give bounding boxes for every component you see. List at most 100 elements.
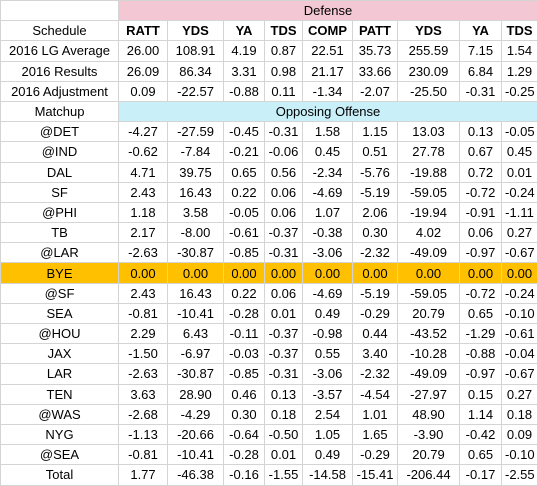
value-cell[interactable]: -0.72 xyxy=(460,182,502,202)
matchup-header-cell[interactable]: Matchup xyxy=(1,101,119,121)
value-cell[interactable]: -0.37 xyxy=(265,344,303,364)
row-label-cell[interactable]: TEN xyxy=(1,384,119,404)
value-cell[interactable]: -0.10 xyxy=(502,303,537,323)
value-cell[interactable]: -5.76 xyxy=(353,162,398,182)
value-cell[interactable]: -4.27 xyxy=(119,122,168,142)
value-cell[interactable]: 4.19 xyxy=(224,41,265,61)
value-cell[interactable]: -1.13 xyxy=(119,424,168,444)
row-label-cell[interactable]: 2016 LG Average xyxy=(1,41,119,61)
value-cell[interactable]: -2.68 xyxy=(119,404,168,424)
value-cell[interactable]: -0.62 xyxy=(119,142,168,162)
value-cell[interactable]: 0.18 xyxy=(265,404,303,424)
value-cell[interactable]: -0.91 xyxy=(460,202,502,222)
value-cell[interactable]: 0.45 xyxy=(502,142,537,162)
value-cell[interactable]: -6.97 xyxy=(168,344,224,364)
value-cell[interactable]: -0.29 xyxy=(353,445,398,465)
value-cell[interactable]: 0.30 xyxy=(353,223,398,243)
value-cell[interactable]: -22.57 xyxy=(168,81,224,101)
value-cell[interactable]: -0.21 xyxy=(224,142,265,162)
value-cell[interactable]: -4.54 xyxy=(353,384,398,404)
value-cell[interactable]: 1.65 xyxy=(353,424,398,444)
value-cell[interactable]: -59.05 xyxy=(398,182,460,202)
value-cell[interactable]: -2.63 xyxy=(119,364,168,384)
value-cell[interactable]: 22.51 xyxy=(303,41,353,61)
value-cell[interactable]: -0.28 xyxy=(224,303,265,323)
value-cell[interactable]: 1.29 xyxy=(502,61,537,81)
value-cell[interactable]: -10.41 xyxy=(168,445,224,465)
value-cell[interactable]: 0.00 xyxy=(398,263,460,283)
value-cell[interactable]: 0.13 xyxy=(460,122,502,142)
row-label-cell[interactable]: LAR xyxy=(1,364,119,384)
pass-yds-header-cell[interactable]: YDS xyxy=(398,21,460,41)
value-cell[interactable]: 0.00 xyxy=(353,263,398,283)
value-cell[interactable]: -0.37 xyxy=(265,324,303,344)
value-cell[interactable]: 0.06 xyxy=(265,202,303,222)
row-label-cell[interactable]: JAX xyxy=(1,344,119,364)
value-cell[interactable]: -0.06 xyxy=(265,142,303,162)
value-cell[interactable]: 1.77 xyxy=(119,465,168,485)
value-cell[interactable]: 21.17 xyxy=(303,61,353,81)
value-cell[interactable]: 108.91 xyxy=(168,41,224,61)
value-cell[interactable]: -0.88 xyxy=(460,344,502,364)
value-cell[interactable]: -0.81 xyxy=(119,445,168,465)
value-cell[interactable]: 0.98 xyxy=(265,61,303,81)
row-label-cell[interactable]: SF xyxy=(1,182,119,202)
value-cell[interactable]: 0.00 xyxy=(224,263,265,283)
value-cell[interactable]: 2.17 xyxy=(119,223,168,243)
ratt-header-cell[interactable]: RATT xyxy=(119,21,168,41)
value-cell[interactable]: -7.84 xyxy=(168,142,224,162)
value-cell[interactable]: -25.50 xyxy=(398,81,460,101)
value-cell[interactable]: -0.97 xyxy=(460,243,502,263)
value-cell[interactable]: 7.15 xyxy=(460,41,502,61)
value-cell[interactable]: 1.01 xyxy=(353,404,398,424)
row-label-cell[interactable]: DAL xyxy=(1,162,119,182)
value-cell[interactable]: 39.75 xyxy=(168,162,224,182)
value-cell[interactable]: 0.00 xyxy=(502,263,537,283)
value-cell[interactable]: -20.66 xyxy=(168,424,224,444)
value-cell[interactable]: 0.67 xyxy=(460,142,502,162)
rush-yds-header-cell[interactable]: YDS xyxy=(168,21,224,41)
value-cell[interactable]: -0.67 xyxy=(502,364,537,384)
value-cell[interactable]: 0.55 xyxy=(303,344,353,364)
value-cell[interactable]: -0.37 xyxy=(265,223,303,243)
value-cell[interactable]: 0.65 xyxy=(224,162,265,182)
value-cell[interactable]: -27.59 xyxy=(168,122,224,142)
value-cell[interactable]: -5.19 xyxy=(353,283,398,303)
value-cell[interactable]: 1.15 xyxy=(353,122,398,142)
value-cell[interactable]: 4.02 xyxy=(398,223,460,243)
value-cell[interactable]: 2.43 xyxy=(119,182,168,202)
row-label-cell[interactable]: @HOU xyxy=(1,324,119,344)
value-cell[interactable]: -1.50 xyxy=(119,344,168,364)
value-cell[interactable]: 0.00 xyxy=(265,263,303,283)
value-cell[interactable]: -0.17 xyxy=(460,465,502,485)
rush-tds-header-cell[interactable]: TDS xyxy=(265,21,303,41)
value-cell[interactable]: -3.90 xyxy=(398,424,460,444)
value-cell[interactable]: 0.18 xyxy=(502,404,537,424)
value-cell[interactable]: 16.43 xyxy=(168,283,224,303)
value-cell[interactable]: 3.58 xyxy=(168,202,224,222)
value-cell[interactable]: -0.31 xyxy=(265,122,303,142)
value-cell[interactable]: -43.52 xyxy=(398,324,460,344)
value-cell[interactable]: -1.55 xyxy=(265,465,303,485)
value-cell[interactable]: -0.24 xyxy=(502,283,537,303)
value-cell[interactable]: 0.44 xyxy=(353,324,398,344)
value-cell[interactable]: 33.66 xyxy=(353,61,398,81)
value-cell[interactable]: -0.61 xyxy=(224,223,265,243)
value-cell[interactable]: -0.31 xyxy=(460,81,502,101)
value-cell[interactable]: 1.18 xyxy=(119,202,168,222)
value-cell[interactable]: -2.63 xyxy=(119,243,168,263)
value-cell[interactable]: -3.06 xyxy=(303,364,353,384)
value-cell[interactable]: -3.57 xyxy=(303,384,353,404)
value-cell[interactable]: 20.79 xyxy=(398,445,460,465)
value-cell[interactable]: -0.64 xyxy=(224,424,265,444)
value-cell[interactable]: -2.55 xyxy=(502,465,537,485)
value-cell[interactable]: 1.58 xyxy=(303,122,353,142)
value-cell[interactable]: 0.45 xyxy=(303,142,353,162)
value-cell[interactable]: -0.25 xyxy=(502,81,537,101)
value-cell[interactable]: 48.90 xyxy=(398,404,460,424)
value-cell[interactable]: 2.43 xyxy=(119,283,168,303)
value-cell[interactable]: 0.30 xyxy=(224,404,265,424)
value-cell[interactable]: -0.05 xyxy=(224,202,265,222)
row-label-cell[interactable]: @SEA xyxy=(1,445,119,465)
value-cell[interactable]: 1.14 xyxy=(460,404,502,424)
